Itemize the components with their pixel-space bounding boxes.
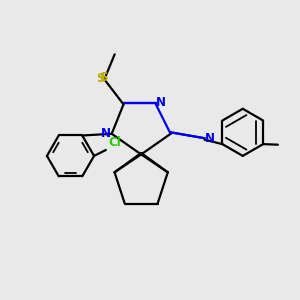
Text: N: N — [101, 127, 111, 140]
Text: S: S — [116, 51, 117, 52]
Text: N: N — [156, 96, 166, 110]
Text: S: S — [99, 71, 107, 84]
Text: S: S — [97, 72, 105, 85]
Text: N: N — [205, 132, 215, 145]
Text: Cl: Cl — [109, 136, 122, 148]
